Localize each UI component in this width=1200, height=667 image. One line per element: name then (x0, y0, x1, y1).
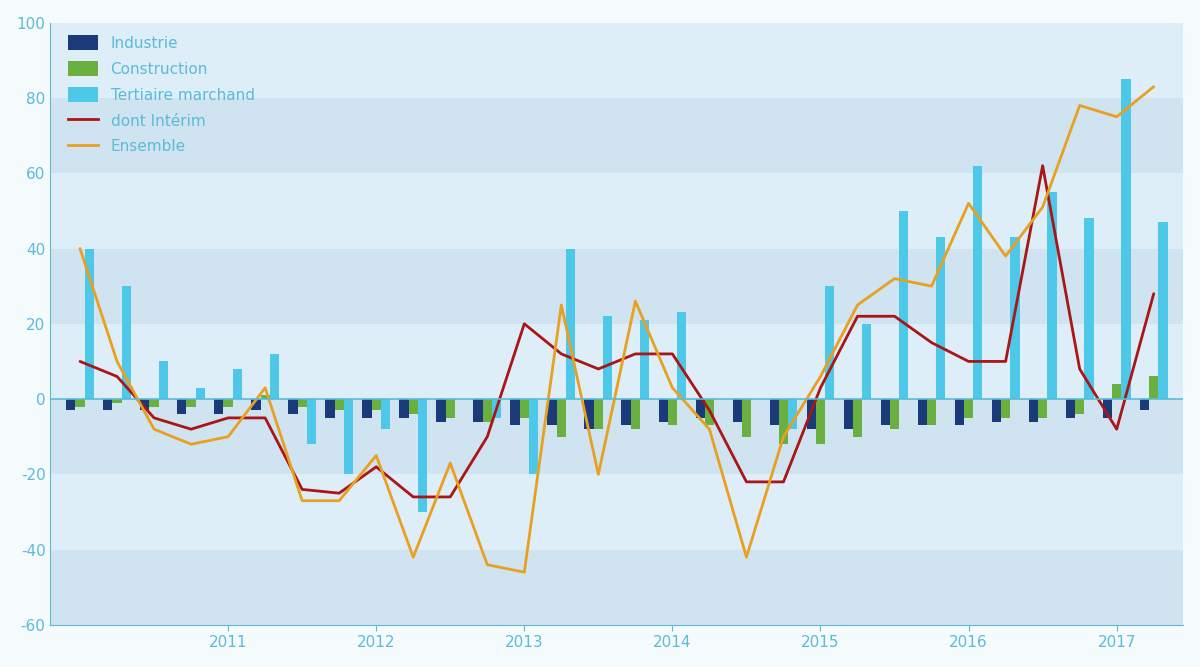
Bar (66, 399, 76, 410)
Bar (50, 23, 1183, 98)
Bar (150, 399, 158, 407)
Bar (178, 399, 186, 414)
Bar (667, 399, 677, 426)
Bar (325, 399, 335, 418)
Bar (215, 399, 223, 414)
Bar (50, 98, 1183, 173)
Bar (1150, 376, 1158, 399)
Bar (335, 399, 344, 410)
Bar (1010, 237, 1020, 399)
Bar (1140, 399, 1150, 410)
Bar (631, 399, 640, 429)
Bar (372, 399, 380, 410)
Bar (677, 313, 686, 399)
Bar (1075, 399, 1085, 414)
Bar (779, 399, 788, 444)
Bar (140, 399, 150, 410)
Bar (584, 399, 594, 429)
Bar (270, 354, 280, 399)
Bar (380, 399, 390, 429)
Bar (1103, 399, 1112, 418)
Bar (788, 399, 797, 429)
Bar (529, 399, 538, 474)
Bar (50, 323, 1183, 399)
Bar (260, 396, 270, 399)
Bar (890, 399, 899, 429)
Bar (991, 399, 1001, 422)
Bar (50, 474, 1183, 550)
Bar (1085, 218, 1093, 399)
Bar (1112, 384, 1121, 399)
Bar (223, 399, 233, 407)
Bar (400, 399, 409, 418)
Bar (816, 399, 826, 444)
Bar (196, 388, 205, 399)
Bar (844, 399, 853, 429)
Bar (409, 399, 418, 414)
Bar (121, 286, 131, 399)
Bar (50, 249, 1183, 323)
Bar (926, 399, 936, 426)
Bar (510, 399, 520, 426)
Bar (769, 399, 779, 426)
Bar (186, 399, 196, 407)
Bar (50, 173, 1183, 249)
Bar (233, 369, 242, 399)
Bar (437, 399, 445, 422)
Bar (557, 399, 566, 437)
Bar (76, 399, 85, 407)
Bar (622, 399, 631, 426)
Bar (881, 399, 890, 426)
Bar (288, 399, 298, 414)
Bar (362, 399, 372, 418)
Bar (1001, 399, 1010, 418)
Bar (862, 323, 871, 399)
Bar (659, 399, 667, 422)
Bar (853, 399, 862, 437)
Bar (307, 399, 316, 444)
Bar (936, 237, 946, 399)
Bar (602, 316, 612, 399)
Bar (566, 249, 575, 399)
Bar (251, 399, 260, 410)
Bar (50, 399, 1183, 474)
Bar (955, 399, 964, 426)
Bar (973, 165, 983, 399)
Bar (1028, 399, 1038, 422)
Bar (742, 399, 751, 437)
Bar (1121, 79, 1130, 399)
Bar (918, 399, 926, 426)
Bar (50, 550, 1183, 625)
Bar (732, 399, 742, 422)
Bar (899, 211, 908, 399)
Bar (158, 362, 168, 399)
Bar (1038, 399, 1048, 418)
Legend: Industrie, Construction, Tertiaire marchand, dont Intérim, Ensemble: Industrie, Construction, Tertiaire march… (61, 29, 260, 161)
Bar (298, 399, 307, 407)
Bar (826, 286, 834, 399)
Bar (520, 399, 529, 418)
Bar (85, 249, 94, 399)
Bar (1048, 192, 1056, 399)
Bar (704, 399, 714, 426)
Bar (103, 399, 113, 410)
Bar (418, 399, 427, 512)
Bar (1158, 222, 1168, 399)
Bar (492, 399, 502, 418)
Bar (445, 399, 455, 418)
Bar (1066, 399, 1075, 418)
Bar (640, 320, 649, 399)
Bar (344, 399, 353, 474)
Bar (474, 399, 482, 422)
Bar (482, 399, 492, 422)
Bar (594, 399, 602, 429)
Bar (547, 399, 557, 426)
Bar (696, 399, 704, 418)
Bar (113, 399, 121, 403)
Bar (806, 399, 816, 429)
Bar (964, 399, 973, 418)
